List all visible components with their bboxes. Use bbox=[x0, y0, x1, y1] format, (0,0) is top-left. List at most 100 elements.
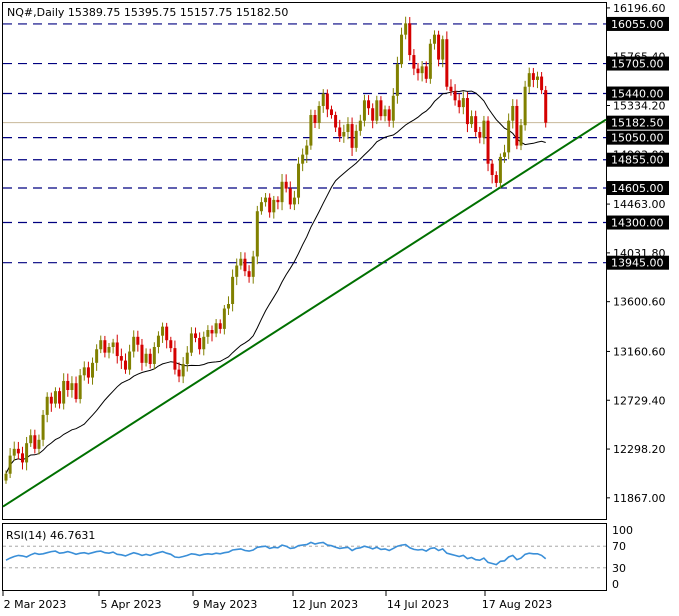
symbol-header: NQ#,Daily 15389.75 15395.75 15157.75 151… bbox=[7, 6, 288, 19]
candle-body bbox=[194, 333, 198, 338]
candle-body bbox=[62, 380, 66, 404]
level-tag: 15050.00 bbox=[611, 132, 664, 145]
candle-body bbox=[231, 276, 235, 304]
price-tick-label: 16196.60 bbox=[613, 2, 666, 15]
candle-body bbox=[523, 86, 527, 126]
candle-body bbox=[338, 127, 342, 137]
candle-body bbox=[309, 115, 313, 146]
candles-group bbox=[4, 16, 548, 484]
candle-body bbox=[325, 93, 329, 110]
candle-body bbox=[531, 73, 535, 80]
candle-body bbox=[107, 347, 111, 353]
candle-body bbox=[342, 132, 346, 137]
candle-body bbox=[243, 258, 247, 272]
level-tag: 16055.00 bbox=[611, 18, 664, 31]
level-tag: 13945.00 bbox=[611, 257, 664, 270]
candle-body bbox=[329, 109, 333, 116]
candle-body bbox=[428, 43, 432, 79]
candle-body bbox=[152, 347, 156, 364]
main-panel-frame bbox=[2, 2, 607, 520]
candle-body bbox=[82, 367, 86, 376]
candle-body bbox=[284, 181, 288, 189]
candle-body bbox=[367, 100, 371, 109]
candle-body bbox=[259, 202, 263, 212]
candle-body bbox=[222, 308, 226, 329]
candle-body bbox=[453, 91, 457, 101]
candle-body bbox=[371, 108, 375, 121]
candle-body bbox=[404, 23, 408, 35]
candle-body bbox=[511, 105, 515, 121]
candle-body bbox=[156, 335, 160, 347]
candle-body bbox=[29, 435, 33, 444]
candle-body bbox=[247, 271, 251, 277]
level-tag: 15705.00 bbox=[611, 58, 664, 71]
candle-body bbox=[115, 342, 119, 357]
candle-body bbox=[379, 100, 383, 117]
candle-body bbox=[111, 342, 115, 347]
candle-body bbox=[264, 197, 268, 203]
candle-body bbox=[292, 197, 296, 205]
candle-body bbox=[53, 391, 57, 404]
candle-body bbox=[49, 396, 53, 404]
last-price-tag-box bbox=[607, 115, 669, 130]
candle-body bbox=[185, 352, 189, 364]
candle-body bbox=[297, 163, 301, 198]
level-tag: 14855.00 bbox=[611, 154, 664, 167]
time-axis: 2 Mar 2023 5 Apr 2023 9 May 2023 12 Jun 202… bbox=[2, 591, 552, 611]
candle-body bbox=[420, 66, 424, 74]
candle-body bbox=[70, 383, 74, 390]
candle-body bbox=[210, 330, 214, 334]
level-tag-box bbox=[607, 56, 669, 71]
price-tick-label: 15334.20 bbox=[613, 99, 666, 112]
trendline-group bbox=[2, 118, 607, 508]
candle-body bbox=[12, 448, 16, 456]
level-tag-box bbox=[607, 152, 669, 167]
level-tag-box bbox=[607, 181, 669, 196]
candle-body bbox=[305, 145, 309, 155]
time-tick-label: 5 Apr 2023 bbox=[100, 598, 161, 611]
candle-body bbox=[140, 344, 144, 363]
candle-body bbox=[41, 414, 45, 440]
candle-body bbox=[206, 330, 210, 337]
time-tick-label: 17 Aug 2023 bbox=[482, 598, 552, 611]
candle-body bbox=[214, 323, 218, 334]
level-tag-box bbox=[607, 130, 669, 145]
candle-body bbox=[288, 188, 292, 205]
level-tag-box bbox=[607, 16, 669, 31]
candle-body bbox=[8, 455, 12, 474]
candle-body bbox=[432, 34, 436, 44]
price-tick-label: 12729.40 bbox=[613, 394, 666, 407]
candle-body bbox=[103, 340, 107, 353]
rsi-line bbox=[5, 541, 547, 566]
level-tag: 15440.00 bbox=[611, 88, 664, 101]
candle-body bbox=[503, 152, 507, 157]
candle-body bbox=[239, 258, 243, 266]
candle-body bbox=[119, 356, 123, 361]
candle-body bbox=[268, 197, 272, 213]
candle-body bbox=[461, 98, 465, 108]
candle-body bbox=[354, 130, 358, 148]
candle-body bbox=[445, 39, 449, 87]
candle-body bbox=[16, 448, 20, 454]
candle-body bbox=[519, 125, 523, 146]
candle-body bbox=[136, 336, 140, 345]
rsi-group: 100 70 30 0 bbox=[3, 524, 633, 591]
time-tick-label: 12 Jun 2023 bbox=[292, 598, 358, 611]
level-tag: 14605.00 bbox=[611, 182, 664, 195]
price-tick-label: 11867.00 bbox=[613, 492, 666, 505]
candle-body bbox=[45, 396, 49, 415]
rsi-tick-label: 30 bbox=[612, 562, 626, 575]
candle-body bbox=[66, 380, 70, 390]
candle-body bbox=[350, 124, 354, 148]
price-tick-label: 14463.00 bbox=[613, 198, 666, 211]
last-price-tag: 15182.50 bbox=[611, 117, 664, 130]
candle-body bbox=[58, 391, 62, 404]
candle-body bbox=[486, 120, 490, 164]
candle-body bbox=[276, 199, 280, 203]
candle-body bbox=[173, 348, 177, 370]
candle-body bbox=[334, 115, 338, 128]
candle-body bbox=[181, 363, 185, 377]
candle-body bbox=[383, 109, 387, 117]
